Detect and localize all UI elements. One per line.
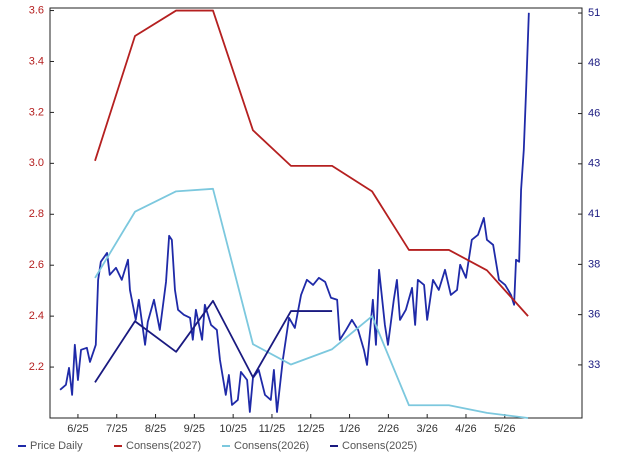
x-tick-label: 10/25 xyxy=(219,423,247,435)
x-tick-label: 6/25 xyxy=(67,423,88,435)
y-tick-label: 3.2 xyxy=(29,106,44,118)
x-tick-label: 11/25 xyxy=(259,423,286,435)
legend-label: Consens(2027) xyxy=(126,440,201,452)
series-line xyxy=(94,299,333,383)
y-tick-label: 3.4 xyxy=(29,55,44,67)
series-line xyxy=(94,9,529,317)
y2-tick-label: 33 xyxy=(588,359,600,371)
y2-tick-label: 38 xyxy=(588,258,600,270)
x-tick-label: 2/26 xyxy=(378,423,399,435)
legend-label: Price Daily xyxy=(30,440,83,452)
y-tick-label: 2.6 xyxy=(29,259,44,271)
y-tick-label: 2.4 xyxy=(29,310,44,322)
series-line xyxy=(94,187,529,419)
y2-tick-label: 41 xyxy=(588,208,600,220)
x-tick-label: 7/25 xyxy=(106,423,127,435)
y2-tick-label: 36 xyxy=(588,309,600,321)
x-tick-label: 4/26 xyxy=(455,423,476,435)
x-tick-label: 8/25 xyxy=(145,423,166,435)
x-tick-label: 12/25 xyxy=(297,423,325,435)
y2-tick-label: 43 xyxy=(588,158,600,170)
x-tick-label: 9/25 xyxy=(184,423,205,435)
y-tick-label: 3.6 xyxy=(29,4,44,16)
legend-label: Consens(2025) xyxy=(342,440,417,452)
y2-tick-label: 51 xyxy=(588,7,600,19)
x-tick-label: 1/26 xyxy=(339,423,360,435)
legend-label: Consens(2026) xyxy=(234,440,309,452)
y2-tick-label: 48 xyxy=(588,57,600,69)
y-tick-label: 3.0 xyxy=(29,157,44,169)
y2-tick-label: 46 xyxy=(588,107,600,119)
plot-frame xyxy=(49,7,583,419)
x-tick-label: 5/26 xyxy=(494,423,515,435)
series-line xyxy=(59,12,530,413)
y-tick-label: 2.2 xyxy=(29,361,44,373)
x-tick-label: 3/26 xyxy=(416,423,437,435)
y-tick-label: 2.8 xyxy=(29,208,44,220)
